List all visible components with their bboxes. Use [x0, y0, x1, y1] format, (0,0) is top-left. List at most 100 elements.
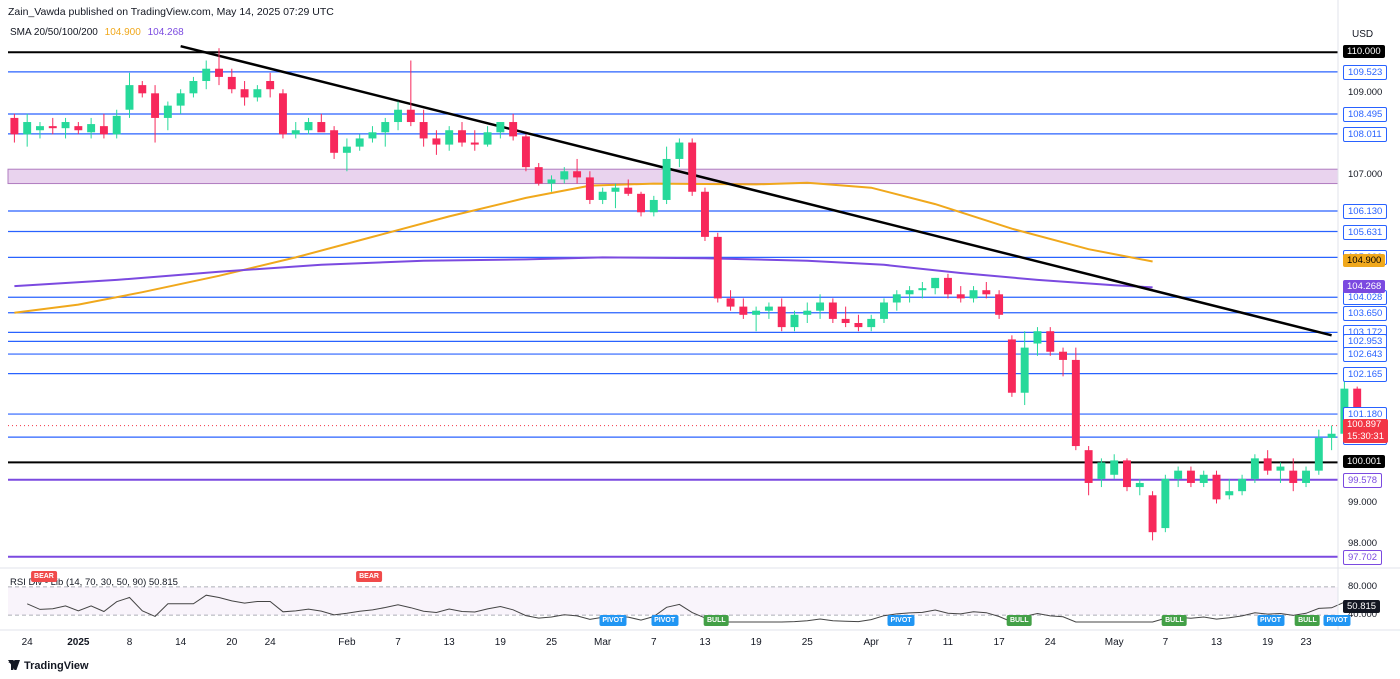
candle-body	[432, 138, 441, 145]
candle-body	[1007, 339, 1016, 393]
candle-body	[828, 302, 837, 319]
x-tick-label: 25	[545, 637, 558, 648]
candle-body	[688, 142, 697, 192]
level-tag: 108.495	[1343, 107, 1388, 123]
candle-body	[509, 122, 518, 137]
candle-body	[880, 302, 888, 319]
x-tick-label: 24	[264, 637, 276, 648]
candle	[624, 179, 633, 196]
level-tag: 103.650	[1343, 305, 1388, 321]
candle	[956, 286, 965, 303]
rsi-line	[26, 594, 1371, 623]
candle	[1238, 474, 1247, 496]
candle	[1250, 454, 1259, 483]
candle-body	[23, 122, 32, 135]
candle-body	[176, 93, 185, 106]
current-price-value: 100.897	[1347, 418, 1382, 430]
rsi-signal-bear: BEAR	[31, 571, 57, 582]
rsi-title-label: RSI Div - Lib (14, 70, 30, 50, 90)	[10, 577, 147, 588]
candle	[701, 187, 709, 241]
sma-legend-value-100: 104.900	[104, 27, 141, 38]
candle	[291, 122, 300, 139]
candle-body	[394, 109, 403, 123]
candle	[1007, 335, 1016, 397]
candle-body	[215, 68, 223, 77]
candle	[99, 113, 108, 139]
candle	[688, 138, 697, 196]
sma-legend[interactable]: SMA 20/50/100/200 104.900 104.268	[10, 27, 184, 38]
candle	[585, 171, 594, 205]
level-tag: 97.702	[1343, 549, 1383, 565]
candle	[163, 101, 172, 131]
level-tag: 105.631	[1343, 224, 1388, 240]
candle	[151, 85, 160, 143]
candle-body	[649, 199, 658, 213]
candle-body	[483, 132, 492, 145]
candle-body	[1186, 470, 1195, 483]
candle	[317, 113, 326, 133]
rsi-signal-pivot: PIVOT	[1323, 615, 1351, 626]
rsi-signal-bull: BULL	[1006, 615, 1032, 626]
candle	[982, 281, 991, 299]
candle	[1289, 458, 1298, 492]
candle	[995, 290, 1004, 319]
candle	[266, 72, 275, 98]
candle-body	[598, 191, 607, 200]
candle	[1161, 474, 1170, 533]
current-price-tag: 100.897 15:30:31	[1343, 418, 1388, 443]
candle	[739, 298, 748, 319]
candle	[521, 134, 530, 172]
tradingview-brand[interactable]: TradingView	[8, 660, 89, 672]
candle-body	[547, 179, 556, 184]
x-tick-label: 13	[1210, 637, 1223, 648]
candle	[573, 158, 582, 184]
x-tick-label: 25	[801, 637, 813, 648]
y-tick-label: 107.000	[1348, 169, 1383, 181]
candle-body	[982, 290, 991, 295]
rsi-band	[8, 587, 1338, 615]
candle	[1327, 425, 1336, 451]
candle	[342, 138, 351, 172]
candle-body	[1263, 458, 1272, 471]
candle-body	[585, 177, 594, 200]
candle	[87, 117, 96, 139]
candle-body	[637, 193, 645, 213]
candle	[458, 122, 466, 147]
candle-body	[87, 124, 96, 133]
candle	[1276, 462, 1285, 483]
y-tick-label: 99.000	[1348, 497, 1378, 509]
x-tick-label: 7	[1162, 637, 1169, 648]
candle	[752, 306, 761, 332]
candle-body	[969, 290, 978, 299]
x-tick-label: Apr	[863, 637, 879, 648]
candle	[330, 126, 339, 159]
candle-body	[253, 89, 262, 98]
candle-body	[752, 310, 761, 315]
candle-body	[61, 122, 70, 129]
candle-body	[611, 187, 620, 192]
candle-body	[496, 122, 505, 133]
candle	[649, 195, 658, 217]
candle-body	[470, 142, 479, 145]
candle-body	[739, 306, 748, 315]
candle	[816, 294, 825, 319]
rsi-signal-pivot: PIVOT	[599, 615, 627, 626]
trendline	[180, 44, 1332, 337]
candle-body	[905, 290, 914, 295]
candle-body	[278, 93, 287, 135]
candle	[1212, 470, 1221, 504]
candle-body	[816, 302, 825, 311]
candle	[560, 167, 569, 184]
candle	[1174, 466, 1183, 488]
publisher-caption: Zain_Vawda published on TradingView.com,…	[8, 6, 334, 18]
candle-body	[330, 130, 339, 153]
candle	[23, 113, 32, 147]
level-tag: 109.523	[1343, 64, 1388, 80]
candle-body	[841, 318, 850, 324]
sma-tag: 104.268	[1343, 280, 1386, 294]
candle-body	[458, 130, 466, 143]
candle-body	[701, 191, 709, 237]
candle	[176, 89, 185, 114]
candle-body	[406, 109, 415, 123]
